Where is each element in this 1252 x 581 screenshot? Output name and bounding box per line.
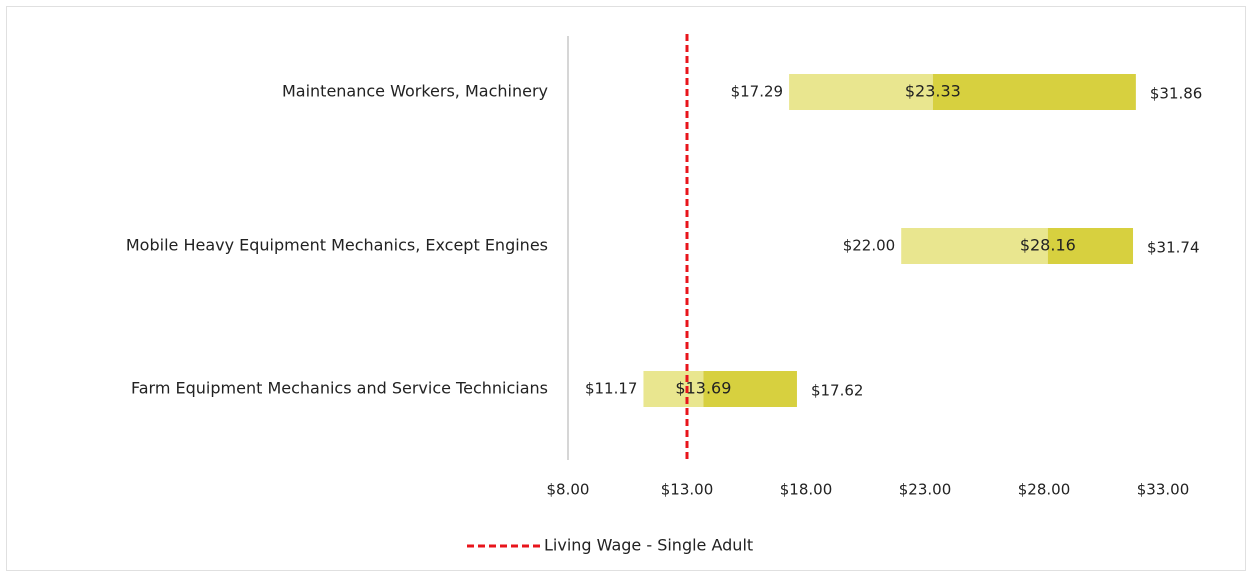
- category-label: Maintenance Workers, Machinery: [282, 82, 548, 101]
- category-label: Mobile Heavy Equipment Mechanics, Except…: [126, 236, 548, 255]
- x-tick-label: $13.00: [661, 481, 714, 499]
- bar-low: [901, 228, 1048, 264]
- bar-low: [643, 371, 704, 407]
- median-label: $28.16: [1020, 236, 1076, 255]
- x-tick-label: $8.00: [547, 481, 590, 499]
- median-label: $13.69: [675, 379, 731, 398]
- x-tick-label: $23.00: [899, 481, 952, 499]
- low-label: $22.00: [843, 237, 896, 255]
- high-label: $31.74: [1147, 239, 1200, 257]
- legend-label: Living Wage - Single Adult: [544, 536, 753, 555]
- bar-low: [789, 74, 933, 110]
- chart-border: [6, 6, 1246, 571]
- bar-high: [1047, 228, 1134, 264]
- high-label: $17.62: [811, 382, 864, 400]
- low-label: $11.17: [585, 380, 638, 398]
- x-tick-label: $18.00: [780, 481, 833, 499]
- high-label: $31.86: [1150, 85, 1203, 103]
- bar-high: [932, 74, 1136, 110]
- category-label: Farm Equipment Mechanics and Service Tec…: [131, 379, 548, 398]
- median-label: $23.33: [905, 82, 961, 101]
- bar-high: [703, 371, 797, 407]
- low-label: $17.29: [731, 83, 784, 101]
- x-tick-label: $33.00: [1137, 481, 1190, 499]
- x-tick-label: $28.00: [1018, 481, 1071, 499]
